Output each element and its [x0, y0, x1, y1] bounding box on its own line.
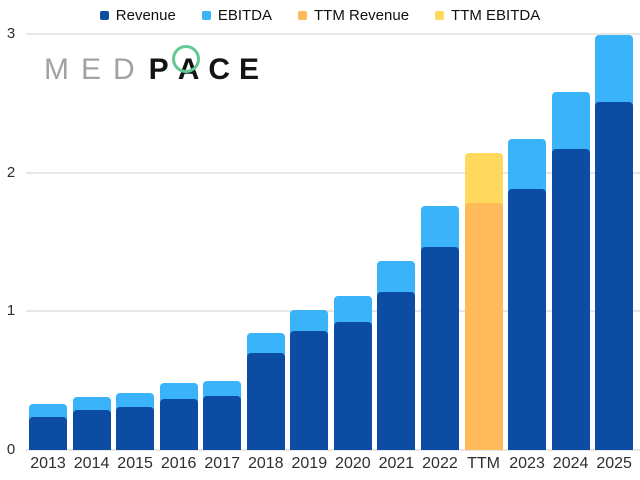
- bar-2015-ebitda[interactable]: [116, 393, 155, 411]
- y-axis-tick-label: 2: [6, 163, 16, 181]
- legend-item-ebitda[interactable]: EBITDA: [201, 6, 272, 24]
- logo-letters-ce: CE: [208, 53, 269, 86]
- bar-2015-revenue[interactable]: [116, 407, 155, 450]
- bar-2023-ebitda[interactable]: [508, 139, 547, 194]
- gridline-y0: [26, 449, 640, 451]
- y-axis-tick-label: 3: [6, 24, 16, 42]
- legend-label: Revenue: [115, 6, 176, 24]
- gridline-y2: [26, 171, 640, 174]
- legend-swatch-icon: [298, 10, 307, 20]
- legend-swatch-icon: [435, 10, 445, 20]
- x-axis-tick-label: 2015: [117, 455, 153, 472]
- bar-2025-revenue[interactable]: [595, 101, 634, 450]
- bar-ttm-ttm-ebitda[interactable]: [464, 153, 503, 208]
- bar-2017-revenue[interactable]: [203, 395, 242, 450]
- bar-2021-ebitda[interactable]: [377, 261, 416, 296]
- logo-med-text: MED: [44, 53, 147, 86]
- logo-letter-p: P: [148, 53, 178, 86]
- bar-2018-revenue[interactable]: [246, 352, 285, 450]
- x-axis-tick-label: 2016: [160, 455, 197, 472]
- legend-item-ttm-ebitda[interactable]: TTM EBITDA: [435, 8, 540, 23]
- legend-label: EBITDA: [217, 6, 272, 24]
- legend-swatch-icon: [99, 10, 109, 20]
- x-axis-tick-label: TTM: [467, 455, 500, 472]
- bar-2019-revenue[interactable]: [290, 330, 329, 450]
- x-axis-tick-label: 2023: [509, 455, 545, 472]
- legend-label: TTM EBITDA: [451, 6, 541, 24]
- bar-2025-ebitda[interactable]: [595, 35, 634, 106]
- bar-2014-revenue[interactable]: [72, 409, 111, 450]
- legend: Revenue EBITDA TTM Revenue TTM EBITDA: [0, 4, 640, 26]
- bar-2017-ebitda[interactable]: [203, 380, 242, 400]
- bar-2013-ebitda[interactable]: [29, 404, 67, 421]
- x-axis-tick-label: 2019: [291, 455, 328, 472]
- x-axis-tick-label: 2024: [552, 455, 589, 472]
- y-axis-tick-label: 1: [6, 302, 16, 320]
- x-axis-tick-label: 2021: [378, 455, 415, 472]
- x-axis-tick-label: 2018: [247, 455, 284, 472]
- x-axis-tick-label: 2017: [204, 455, 240, 472]
- bar-2024-ebitda[interactable]: [551, 92, 590, 153]
- bar-ttm-ttm-revenue[interactable]: [464, 203, 503, 450]
- legend-swatch-icon: [201, 10, 211, 20]
- bar-2018-ebitda[interactable]: [246, 333, 285, 357]
- x-axis-tick-label: 2020: [335, 455, 371, 472]
- bar-2023-revenue[interactable]: [508, 189, 547, 450]
- bar-2022-revenue[interactable]: [420, 247, 459, 450]
- gridline-y1: [26, 310, 640, 313]
- bar-2016-revenue[interactable]: [159, 398, 198, 450]
- bar-2020-ebitda[interactable]: [333, 296, 372, 327]
- bar-2024-revenue[interactable]: [551, 149, 590, 450]
- x-axis-tick-label: 2022: [422, 455, 458, 472]
- y-axis-tick-label: 0: [6, 441, 16, 458]
- bar-2022-ebitda[interactable]: [420, 205, 459, 252]
- medpace-logo: MED P A CE: [44, 45, 269, 87]
- logo-ring-icon: [171, 45, 200, 73]
- bar-2019-ebitda[interactable]: [290, 309, 329, 335]
- bar-2013-revenue[interactable]: [29, 416, 67, 450]
- x-axis-tick-label: 2025: [596, 455, 632, 472]
- bar-2014-ebitda[interactable]: [72, 397, 111, 414]
- bar-2016-ebitda[interactable]: [159, 383, 198, 403]
- legend-item-revenue[interactable]: Revenue: [99, 6, 176, 24]
- bar-2020-revenue[interactable]: [333, 322, 372, 450]
- legend-item-ttm-revenue[interactable]: TTM Revenue: [298, 8, 409, 23]
- bar-2021-revenue[interactable]: [377, 291, 416, 450]
- logo-letter-a-wrap: A: [171, 45, 209, 87]
- x-axis-tick-label: 2014: [73, 455, 110, 472]
- logo-pace-text: P A CE: [148, 45, 269, 87]
- x-axis-tick-label: 2013: [30, 455, 66, 472]
- legend-label: TTM Revenue: [314, 6, 410, 24]
- gridline-y3: [26, 32, 640, 35]
